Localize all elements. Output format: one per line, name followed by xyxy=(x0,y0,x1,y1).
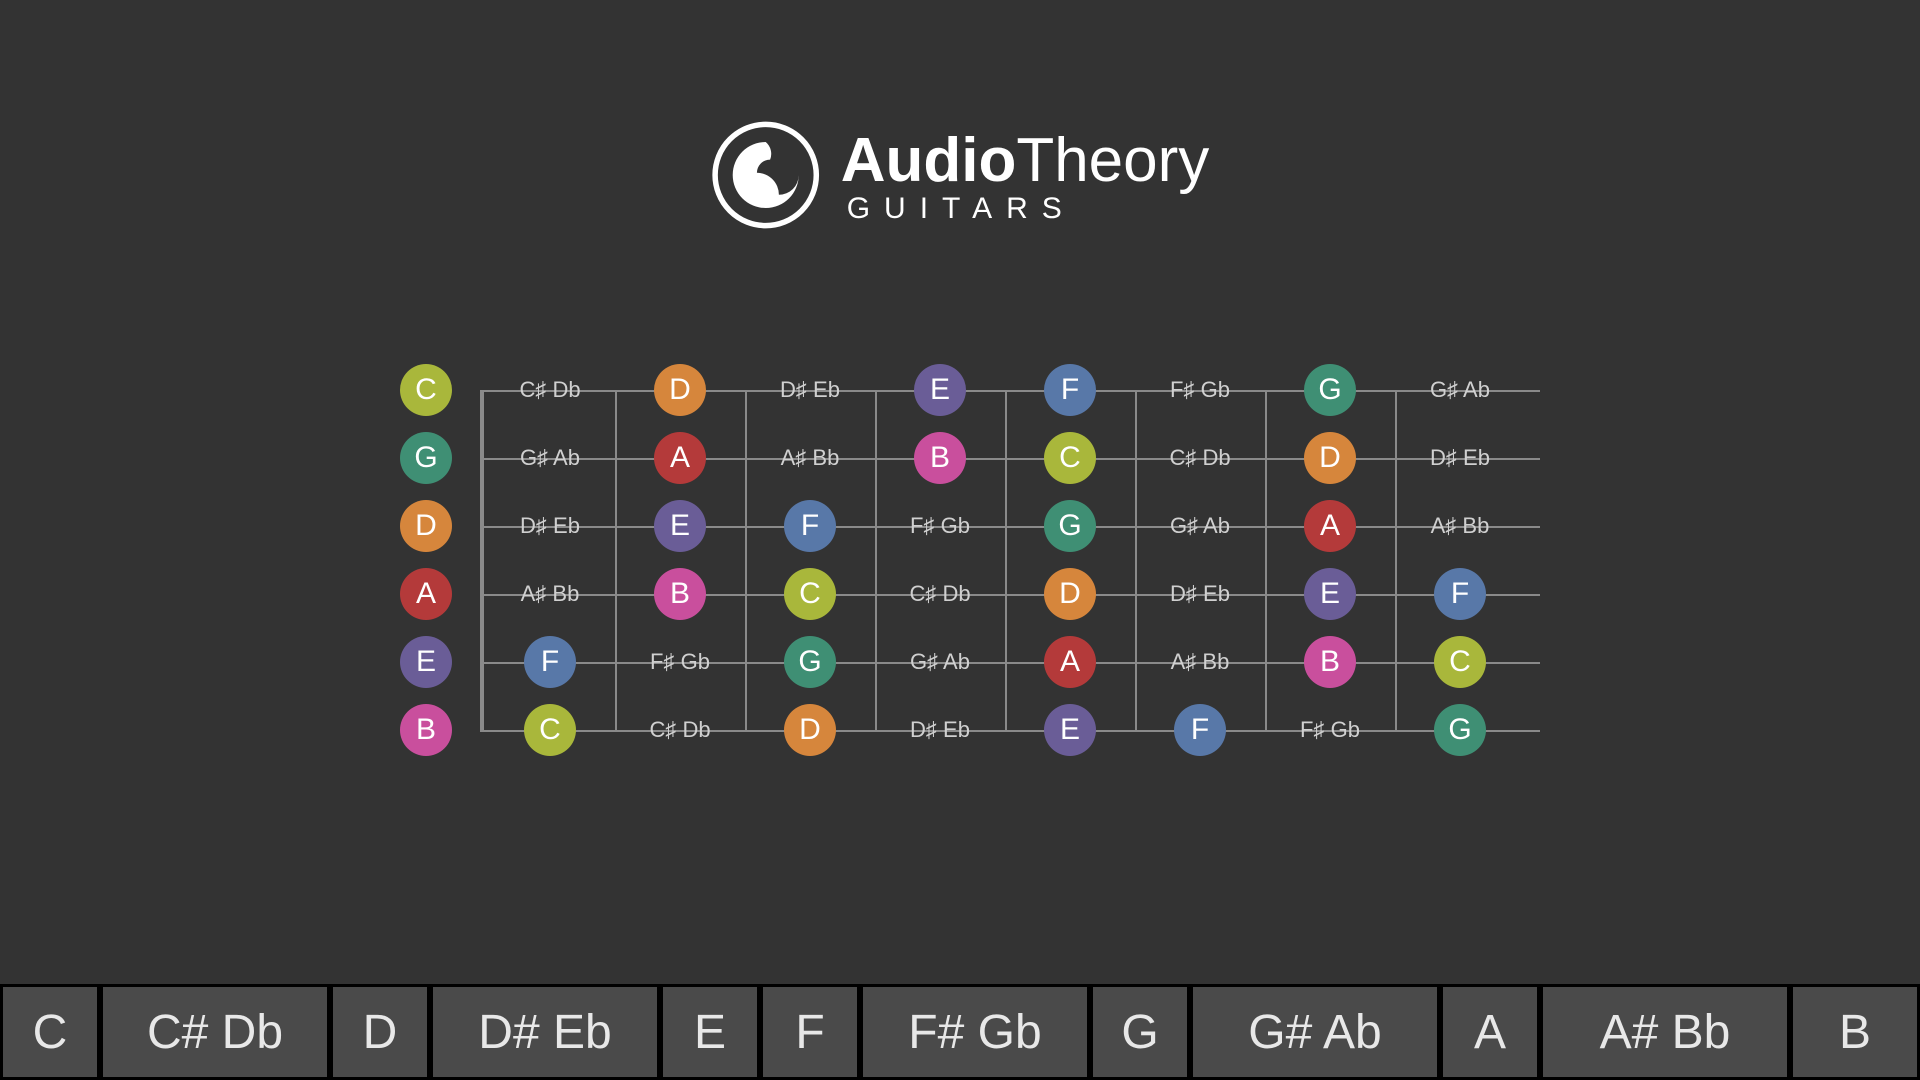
logo-title-bold: Audio xyxy=(841,125,1017,196)
fret-accidental: A♯ Bb xyxy=(1171,649,1230,675)
fret-note[interactable]: C xyxy=(1044,432,1096,484)
open-note[interactable]: E xyxy=(400,636,452,688)
fret-note[interactable]: A xyxy=(1044,636,1096,688)
string-line xyxy=(480,458,1540,460)
open-note[interactable]: G xyxy=(400,432,452,484)
fret-accidental: F♯ Gb xyxy=(650,649,710,675)
fret-accidental: F♯ Gb xyxy=(1170,377,1230,403)
fret-note[interactable]: C xyxy=(524,704,576,756)
fret-line xyxy=(1395,390,1397,730)
fret-note[interactable]: G xyxy=(1044,500,1096,552)
fret-line xyxy=(875,390,877,730)
string-line xyxy=(480,662,1540,664)
logo-text: Audio Theory GUITARS xyxy=(841,125,1210,226)
fret-line xyxy=(1135,390,1137,730)
fret-note[interactable]: F xyxy=(1434,568,1486,620)
fret-line xyxy=(1265,390,1267,730)
fret-accidental: F♯ Gb xyxy=(1300,717,1360,743)
fret-note[interactable]: E xyxy=(1304,568,1356,620)
note-button[interactable]: E xyxy=(660,984,760,1080)
string-line xyxy=(480,526,1540,528)
fret-accidental: A♯ Bb xyxy=(1431,513,1490,539)
fret-note[interactable]: F xyxy=(784,500,836,552)
fret-note[interactable]: A xyxy=(654,432,706,484)
note-button[interactable]: G# Ab xyxy=(1190,984,1440,1080)
fret-line xyxy=(745,390,747,730)
logo-icon xyxy=(711,120,821,230)
note-bar: CC# DbDD# EbEFF# GbGG# AbAA# BbB xyxy=(0,984,1920,1080)
fret-note[interactable]: D xyxy=(784,704,836,756)
fret-note[interactable]: G xyxy=(1304,364,1356,416)
fret-note[interactable]: A xyxy=(1304,500,1356,552)
fret-note[interactable]: F xyxy=(1174,704,1226,756)
fret-accidental: D♯ Eb xyxy=(780,377,840,403)
fret-accidental: D♯ Eb xyxy=(520,513,580,539)
fret-accidental: D♯ Eb xyxy=(1170,581,1230,607)
fret-line xyxy=(480,390,484,730)
note-button[interactable]: F xyxy=(760,984,860,1080)
open-note[interactable]: B xyxy=(400,704,452,756)
fretboard-diagram: C C♯ Db D D♯ Eb E F F♯ Gb G G♯ Ab G G♯ Ab A A♯ Bb B C C… xyxy=(380,390,1580,810)
note-button[interactable]: B xyxy=(1790,984,1920,1080)
fret-note[interactable]: E xyxy=(654,500,706,552)
fret-accidental: D♯ Eb xyxy=(910,717,970,743)
fret-note[interactable]: C xyxy=(784,568,836,620)
note-button[interactable]: A# Bb xyxy=(1540,984,1790,1080)
open-note[interactable]: C xyxy=(400,364,452,416)
fret-accidental: G♯ Ab xyxy=(910,649,970,675)
fret-note[interactable]: E xyxy=(1044,704,1096,756)
note-button[interactable]: A xyxy=(1440,984,1540,1080)
note-button[interactable]: F# Gb xyxy=(860,984,1090,1080)
fret-accidental: A♯ Bb xyxy=(781,445,840,471)
fret-accidental: C♯ Db xyxy=(649,717,710,743)
fret-note[interactable]: D xyxy=(654,364,706,416)
note-button[interactable]: D xyxy=(330,984,430,1080)
note-button[interactable]: G xyxy=(1090,984,1190,1080)
fret-note[interactable]: D xyxy=(1304,432,1356,484)
fret-note[interactable]: B xyxy=(654,568,706,620)
fret-accidental: C♯ Db xyxy=(519,377,580,403)
fret-accidental: G♯ Ab xyxy=(1430,377,1490,403)
fret-note[interactable]: G xyxy=(784,636,836,688)
string-line xyxy=(480,730,1540,732)
fret-note[interactable]: G xyxy=(1434,704,1486,756)
fret-line xyxy=(1005,390,1007,730)
fret-note[interactable]: E xyxy=(914,364,966,416)
logo-title-light: Theory xyxy=(1016,125,1209,196)
open-note[interactable]: D xyxy=(400,500,452,552)
string-line xyxy=(480,390,1540,392)
fret-accidental: G♯ Ab xyxy=(520,445,580,471)
note-button[interactable]: C# Db xyxy=(100,984,330,1080)
fret-note[interactable]: F xyxy=(524,636,576,688)
note-button[interactable]: D# Eb xyxy=(430,984,660,1080)
fret-accidental: A♯ Bb xyxy=(521,581,580,607)
fret-accidental: G♯ Ab xyxy=(1170,513,1230,539)
fret-line xyxy=(615,390,617,730)
fret-accidental: C♯ Db xyxy=(909,581,970,607)
fret-accidental: C♯ Db xyxy=(1169,445,1230,471)
string-line xyxy=(480,594,1540,596)
fret-note[interactable]: B xyxy=(1304,636,1356,688)
fret-note[interactable]: F xyxy=(1044,364,1096,416)
fret-accidental: D♯ Eb xyxy=(1430,445,1490,471)
fret-accidental: F♯ Gb xyxy=(910,513,970,539)
fret-note[interactable]: B xyxy=(914,432,966,484)
logo-subtitle: GUITARS xyxy=(847,192,1210,226)
fret-note[interactable]: D xyxy=(1044,568,1096,620)
app-logo: Audio Theory GUITARS xyxy=(711,120,1210,230)
note-button[interactable]: C xyxy=(0,984,100,1080)
fret-note[interactable]: C xyxy=(1434,636,1486,688)
open-note[interactable]: A xyxy=(400,568,452,620)
